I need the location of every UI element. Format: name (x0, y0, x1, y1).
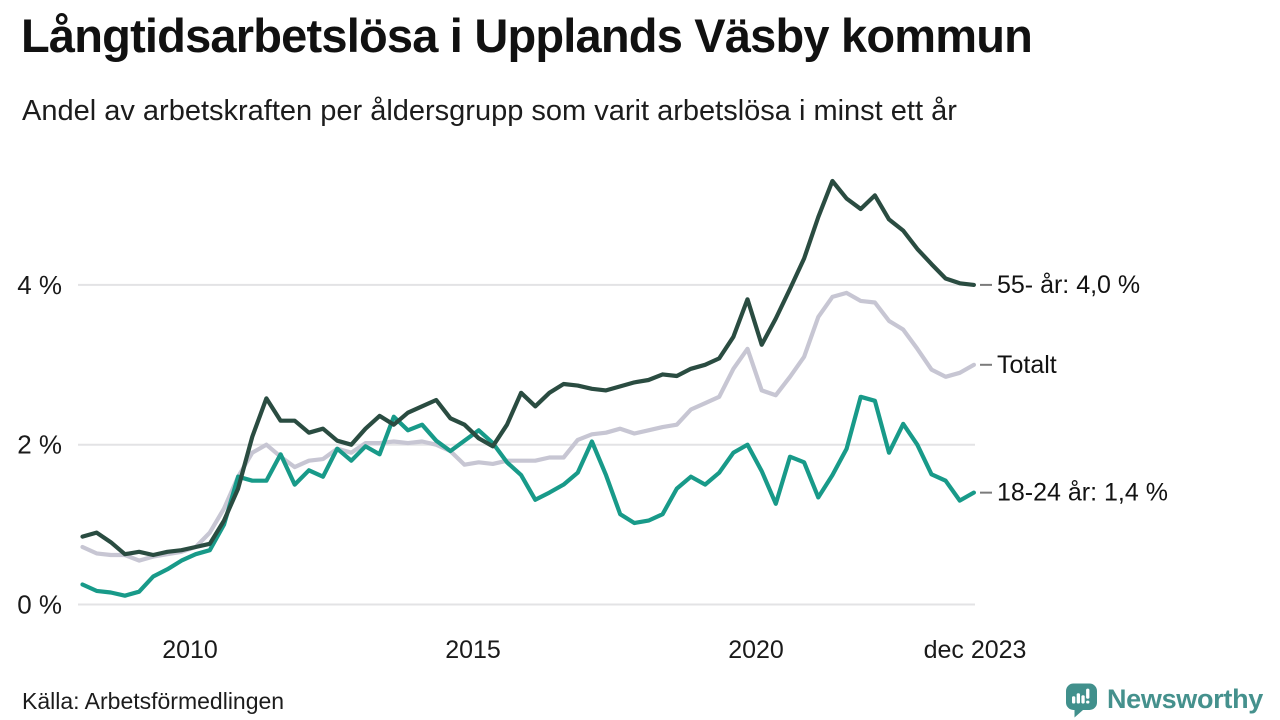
series-line-18-24-r (80, 394, 977, 598)
x-tick-label: 2020 (728, 636, 784, 664)
series-line-Totalt (80, 290, 977, 563)
x-tick-label: dec 2023 (924, 636, 1027, 664)
bar-chart-glyph (1071, 688, 1090, 704)
newsworthy-logo-icon (1065, 683, 1097, 718)
y-tick-label: 0 % (17, 590, 62, 620)
line-chart: 0 % 2 % 4 % 2010 2015 2020 dec 2023 Totalt 18-24… (17, 178, 1168, 664)
chart-subtitle: Andel av arbetskraften per åldersgrupp s… (22, 95, 957, 127)
source-note: Källa: Arbetsförmedlingen (22, 688, 285, 714)
series-end-label-Totalt: Totalt (997, 351, 1057, 379)
series-end-label-55-r: 55- år: 4,0 % (997, 271, 1140, 299)
newsworthy-brand: Newsworthy (1063, 681, 1263, 718)
series-line-55-r (80, 178, 977, 558)
x-tick-label: 2010 (162, 636, 218, 664)
y-tick-label: 4 % (17, 270, 62, 300)
series-end-label-18-24-r: 18-24 år: 1,4 % (997, 479, 1168, 507)
newsworthy-brand-text: Newsworthy (1106, 684, 1263, 714)
chart-title: Långtidsarbetslösa i Upplands Väsby komm… (21, 9, 1033, 62)
y-tick-label: 2 % (17, 430, 62, 460)
x-tick-label: 2015 (445, 636, 501, 664)
